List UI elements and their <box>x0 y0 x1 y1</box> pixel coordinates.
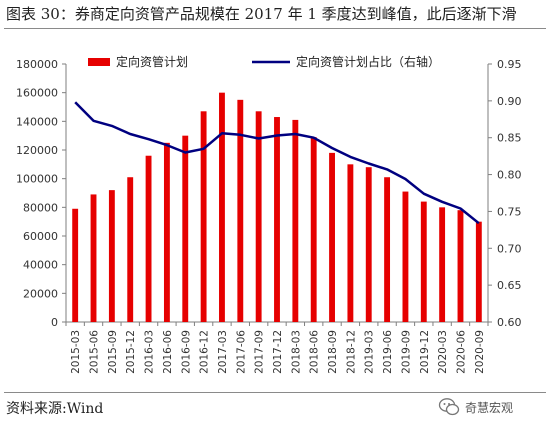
legend-label-bar: 定向资管计划 <box>116 54 188 69</box>
legend-swatch-bar <box>88 58 110 66</box>
y-right-tick-label: 0.70 <box>497 242 522 255</box>
x-tick-label: 2020-03 <box>437 330 449 374</box>
x-tick-label: 2017-09 <box>254 330 266 374</box>
x-tick-label: 2019-12 <box>419 330 431 374</box>
bar <box>292 119 299 323</box>
bar <box>237 99 244 322</box>
watermark: 奇慧宏观 <box>438 396 546 418</box>
bar <box>90 194 97 322</box>
y-left-tick-label: 100000 <box>16 173 58 186</box>
x-tick-label: 2020-09 <box>474 330 486 374</box>
bar <box>274 117 280 323</box>
y-left-tick-label: 20000 <box>23 287 58 300</box>
bar <box>145 155 152 322</box>
x-tick-label: 2018-12 <box>345 330 357 374</box>
bar <box>182 135 189 322</box>
watermark-text: 奇慧宏观 <box>465 400 514 415</box>
line-series <box>74 101 480 225</box>
x-tick-label: 2016-09 <box>180 330 192 374</box>
bar <box>72 208 79 322</box>
chart-axes: 0 20000 40000 60000 80000 100000 120000 140000 1… <box>16 58 522 329</box>
y-left-tick-label: 140000 <box>16 115 58 128</box>
wechat-icon <box>438 398 460 416</box>
x-tick-labels: 2015-03 2015-06 2015-09 2015-12 2016-03 2016-… <box>70 330 486 374</box>
y-left-tick-label: 0 <box>51 316 58 329</box>
y-right-tick-label: 0.65 <box>497 279 522 292</box>
bar <box>475 221 482 322</box>
x-tick-label: 2020-06 <box>455 330 467 374</box>
y-right-tick-label: 0.75 <box>497 205 522 218</box>
bar <box>127 177 134 322</box>
y-right-tick-label: 0.85 <box>497 132 522 145</box>
y-left-tick-label: 160000 <box>16 87 58 100</box>
bar <box>439 207 446 322</box>
y-left-tick-label: 180000 <box>16 58 58 71</box>
x-tick-label: 2015-03 <box>70 330 82 374</box>
x-tick-label: 2015-09 <box>107 330 119 374</box>
footer-divider <box>4 392 546 393</box>
bar <box>365 167 372 322</box>
y-right-tick-label: 0.95 <box>497 58 522 71</box>
x-tick-label: 2019-03 <box>364 330 376 374</box>
bar <box>255 111 262 322</box>
bar <box>402 191 409 322</box>
x-tick-label: 2018-03 <box>290 330 302 374</box>
y-right-tick-label: 0.80 <box>497 169 522 182</box>
figure-title: 图表 30：券商定向资管产品规模在 2017 年 1 季度达到峰值，此后逐渐下滑 <box>6 5 517 23</box>
bar <box>457 210 464 322</box>
y-left-tick-label: 120000 <box>16 144 58 157</box>
title-divider <box>4 28 546 29</box>
x-tick-label: 2019-06 <box>382 330 394 374</box>
x-tick-label: 2017-03 <box>217 330 229 374</box>
y-left-tick-label: 60000 <box>23 230 58 243</box>
x-tick-label: 2018-09 <box>327 330 339 374</box>
chart-legend: 定向资管计划 定向资管计划占比（右轴） <box>88 54 440 69</box>
y-right-tick-label: 0.60 <box>497 316 522 329</box>
x-tick-label: 2018-06 <box>309 330 321 374</box>
bar <box>310 137 317 322</box>
x-tick-label: 2015-12 <box>125 330 137 374</box>
x-tick-label: 2016-12 <box>199 330 211 374</box>
y-right-tick-label: 0.90 <box>497 95 522 108</box>
bar-series <box>72 92 482 323</box>
x-tick-label: 2016-06 <box>162 330 174 374</box>
bar <box>200 111 207 322</box>
x-tick-label: 2019-09 <box>400 330 412 374</box>
y-left-tick-label: 80000 <box>23 201 58 214</box>
y-left-tick-label: 40000 <box>23 259 58 272</box>
bar <box>163 142 170 322</box>
x-tick-label: 2017-12 <box>272 330 284 374</box>
bar <box>219 92 225 323</box>
x-tick-label: 2016-03 <box>144 330 156 374</box>
bar <box>420 201 427 322</box>
x-tick-label: 2017-06 <box>235 330 247 374</box>
legend-label-line: 定向资管计划占比（右轴） <box>296 54 440 69</box>
bar <box>329 152 335 322</box>
source-note: 资料来源:Wind <box>6 401 104 417</box>
bar <box>108 190 115 322</box>
x-tick-label: 2015-06 <box>89 330 101 374</box>
bar <box>347 164 354 322</box>
bar <box>384 177 391 322</box>
